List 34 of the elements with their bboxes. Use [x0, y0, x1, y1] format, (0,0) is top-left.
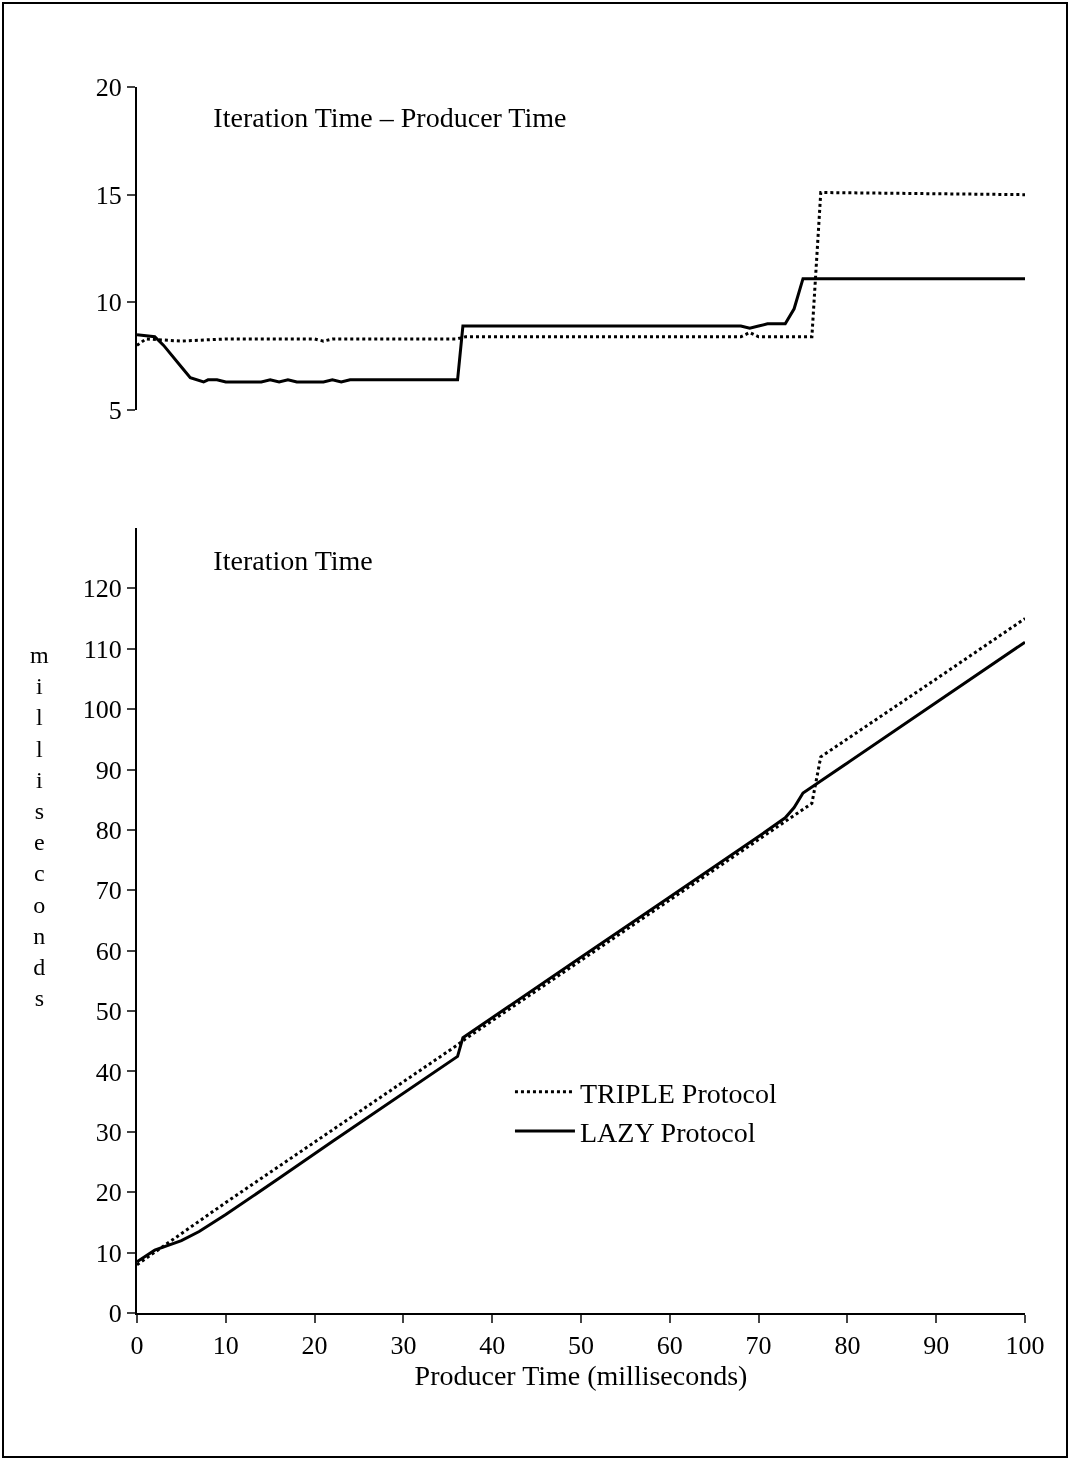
y-tick-label: 60 [95, 936, 122, 966]
y-tick-label: 15 [95, 180, 122, 210]
y-tick-label: 10 [95, 1238, 122, 1268]
x-tick-label: 90 [923, 1331, 950, 1361]
x-tick-label: 20 [301, 1331, 328, 1361]
x-tick-label: 0 [130, 1331, 144, 1361]
x-tick-label: 50 [568, 1331, 594, 1361]
text: Iteration Time [213, 544, 373, 576]
x-tick-label: 70 [745, 1331, 772, 1361]
legend-label: LAZY Protocol [579, 1117, 756, 1149]
x-tick-label: 100 [1005, 1331, 1045, 1361]
y-tick-label: 5 [108, 396, 122, 426]
x-tick-label: 40 [479, 1331, 506, 1361]
y-tick-label: 30 [95, 1117, 122, 1147]
x-tick-label: 10 [212, 1331, 239, 1361]
y-tick-label: 100 [82, 695, 122, 725]
x-tick-label: 60 [656, 1331, 683, 1361]
y-tick-label: 90 [95, 755, 122, 785]
y-tick-label: 10 [95, 288, 122, 318]
y-tick-label: 20 [95, 1178, 122, 1208]
text: Iteration Time – Producer Time [213, 101, 567, 133]
legend-label: TRIPLE Protocol [579, 1077, 777, 1109]
y-tick-label: 0 [108, 1299, 122, 1329]
y-tick-label: 70 [95, 876, 122, 906]
text: milliseconds [30, 642, 49, 1012]
y-tick-label: 120 [82, 574, 122, 604]
y-tick-label: 20 [95, 73, 122, 103]
y-tick-label: 110 [83, 634, 122, 664]
y-tick-label: 80 [95, 816, 122, 846]
x-axis-title: Producer Time (milliseconds) [414, 1360, 748, 1392]
x-tick-label: 30 [390, 1331, 417, 1361]
y-tick-label: 40 [95, 1057, 122, 1087]
y-tick-label: 50 [95, 997, 122, 1027]
x-tick-label: 80 [834, 1331, 861, 1361]
